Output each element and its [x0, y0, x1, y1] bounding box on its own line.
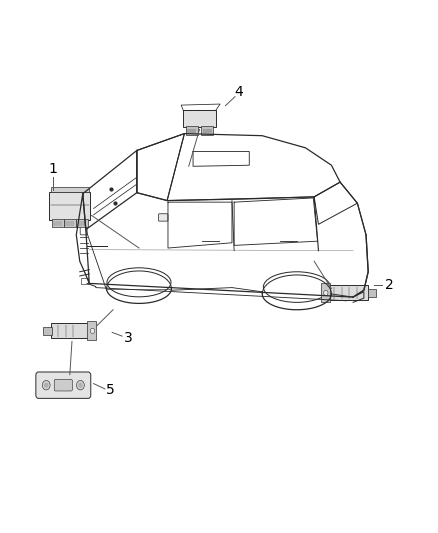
Text: 3: 3 — [124, 330, 133, 345]
Bar — [76, 219, 88, 228]
Bar — [321, 284, 330, 302]
FancyBboxPatch shape — [159, 214, 168, 221]
Bar — [329, 286, 368, 300]
FancyBboxPatch shape — [54, 379, 72, 391]
Ellipse shape — [361, 298, 364, 301]
Bar — [87, 321, 96, 341]
Circle shape — [42, 381, 50, 390]
Circle shape — [90, 328, 95, 334]
Bar — [51, 324, 88, 338]
Circle shape — [44, 383, 49, 388]
Bar — [78, 221, 86, 227]
Bar — [201, 126, 213, 135]
Bar — [368, 289, 376, 296]
Bar — [53, 221, 62, 227]
Bar — [43, 327, 52, 335]
Bar — [64, 219, 76, 228]
Circle shape — [77, 381, 84, 390]
Text: 1: 1 — [48, 162, 57, 176]
Circle shape — [78, 383, 83, 388]
Bar — [66, 221, 74, 227]
Bar — [49, 192, 90, 220]
Bar — [186, 126, 198, 135]
Text: 4: 4 — [234, 85, 243, 100]
Circle shape — [324, 290, 328, 295]
Bar — [50, 187, 89, 192]
Text: 2: 2 — [385, 278, 394, 292]
Bar — [187, 129, 196, 133]
Bar — [52, 219, 64, 228]
Bar — [184, 110, 216, 127]
Bar — [203, 129, 212, 133]
Text: 5: 5 — [106, 383, 114, 398]
FancyBboxPatch shape — [36, 372, 91, 398]
